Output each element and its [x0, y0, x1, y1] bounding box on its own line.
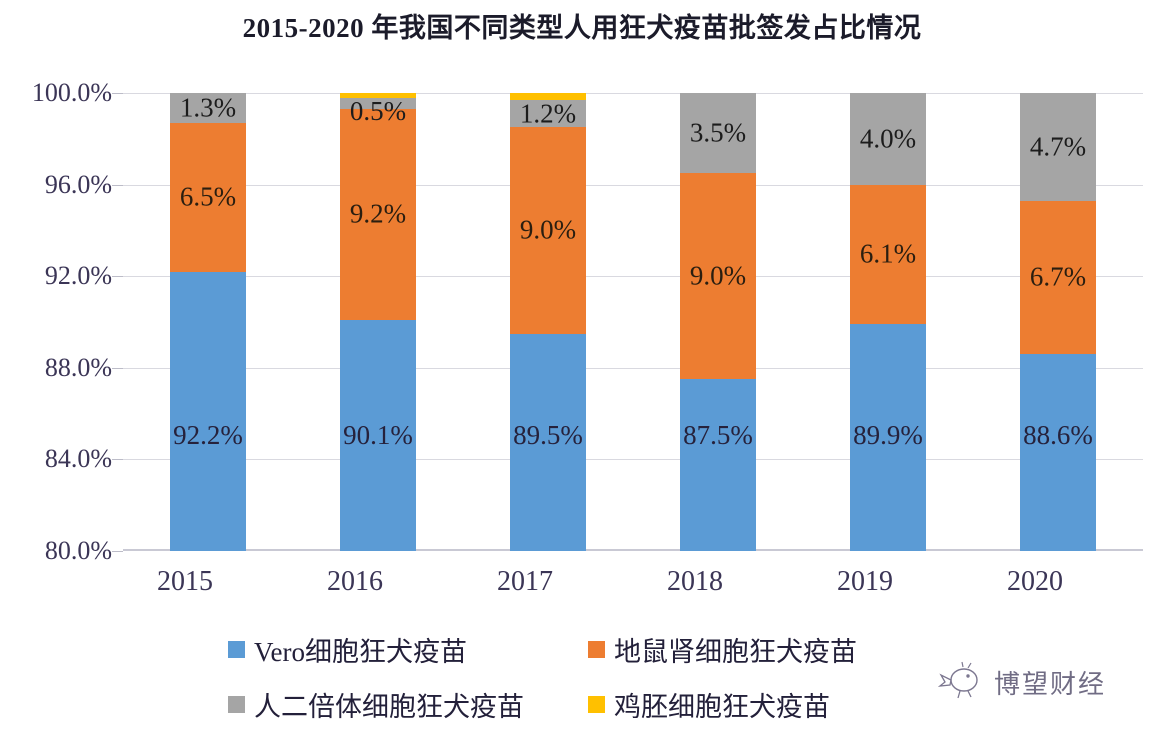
bar-label-hdc-2017: 1.2%: [519, 98, 577, 129]
bar-segment-chick-2017[interactable]: [510, 93, 586, 100]
x-axis-label-2015: 2015: [157, 566, 213, 597]
bar-label-hamster-2018: 9.0%: [689, 260, 747, 291]
legend-item-hamster[interactable]: 地鼠肾细胞狂犬疫苗: [588, 630, 928, 669]
y-tickmark: [112, 459, 123, 461]
y-tickmark: [112, 93, 123, 94]
bar-label-hamster-2017: 9.0%: [519, 214, 577, 245]
bar-label-hdc-2019: 4.0%: [859, 123, 917, 154]
bar-label-hamster-2016: 9.2%: [349, 198, 407, 229]
bar-label-vero-2015: 92.2%: [173, 420, 243, 450]
bar-label-hdc-2020: 4.7%: [1029, 131, 1087, 162]
bar-segment-hamster-2015[interactable]: 6.5%: [170, 122, 246, 272]
bar-segment-hdc-2018[interactable]: 3.5%: [680, 93, 756, 174]
legend-item-hdc[interactable]: 人二倍体细胞狂犬疫苗: [228, 685, 588, 724]
legend-swatch-icon-chick: [588, 696, 605, 713]
y-tickmark: [112, 184, 123, 186]
bar-label-vero-2017: 89.5%: [513, 420, 583, 450]
legend-label-hdc: 人二倍体细胞狂犬疫苗: [254, 692, 524, 722]
bar-label-hamster-2019: 6.1%: [859, 238, 917, 269]
y-tickmark: [112, 551, 123, 552]
y-tickmark: [112, 276, 123, 278]
x-axis-label-2019: 2019: [837, 566, 893, 597]
gridline: [123, 184, 1143, 186]
bar-label-vero-2020: 88.6%: [1023, 420, 1093, 450]
y-axis-label: 96.0%: [44, 169, 112, 199]
bar-group-2019[interactable]: 89.9% 6.1% 4.0%: [850, 93, 926, 551]
y-axis-label: 88.0%: [44, 352, 112, 382]
bar-group-2017[interactable]: 89.5% 9.0% 1.2%: [510, 93, 586, 551]
x-axis-label-2018: 2018: [667, 566, 723, 597]
y-axis-label: 84.0%: [44, 444, 112, 474]
bar-segment-vero-2019[interactable]: 89.9%: [850, 324, 926, 551]
bar-label-vero-2019: 89.9%: [853, 420, 923, 450]
bar-segment-hdc-2020[interactable]: 4.7%: [1020, 93, 1096, 201]
gridline: [123, 276, 1143, 278]
legend-label-vero: Vero细胞狂犬疫苗: [254, 637, 467, 667]
bar-segment-vero-2016[interactable]: 90.1%: [340, 319, 416, 551]
bird-logo-icon: [937, 660, 984, 705]
y-axis-label: 100.0%: [31, 78, 112, 107]
legend-swatch-icon-hamster: [588, 641, 605, 658]
watermark: 博望财经: [937, 660, 1107, 705]
gridline: [123, 367, 1143, 369]
legend-label-chick: 鸡胚细胞狂犬疫苗: [614, 692, 830, 722]
bar-segment-hamster-2017[interactable]: 9.0%: [510, 127, 586, 334]
bar-segment-hamster-2018[interactable]: 9.0%: [680, 173, 756, 380]
bar-segment-hdc-2019[interactable]: 4.0%: [850, 93, 926, 185]
y-axis-label: 80.0%: [44, 536, 112, 565]
bar-segment-hamster-2016[interactable]: 9.2%: [340, 109, 416, 320]
x-axis-label-2017: 2017: [497, 566, 553, 597]
bar-group-2018[interactable]: 87.5% 9.0% 3.5%: [680, 93, 756, 551]
x-axis-label-2016: 2016: [327, 566, 383, 597]
chart-legend: Vero细胞狂犬疫苗 地鼠肾细胞狂犬疫苗 人二倍体细胞狂犬疫苗 鸡胚细胞狂犬疫苗: [228, 630, 928, 724]
bar-segment-vero-2015[interactable]: 92.2%: [170, 271, 246, 551]
gridline: [123, 93, 1143, 94]
bar-label-hamster-2020: 6.7%: [1029, 261, 1087, 292]
bar-label-vero-2016: 90.1%: [343, 420, 413, 450]
bar-segment-hamster-2020[interactable]: 6.7%: [1020, 200, 1096, 355]
y-axis-label: 92.0%: [44, 261, 112, 291]
legend-item-chick[interactable]: 鸡胚细胞狂犬疫苗: [588, 685, 928, 724]
bar-group-2016[interactable]: 90.1% 9.2% 0.5%: [340, 92, 416, 551]
legend-swatch-icon-hdc: [228, 696, 245, 713]
legend-label-hamster: 地鼠肾细胞狂犬疫苗: [614, 637, 857, 667]
bar-segment-vero-2020[interactable]: 88.6%: [1020, 354, 1096, 551]
legend-item-vero[interactable]: Vero细胞狂犬疫苗: [228, 630, 588, 669]
bar-segment-vero-2018[interactable]: 87.5%: [680, 379, 756, 551]
x-axis-baseline: [123, 549, 1143, 551]
legend-swatch-icon-vero: [228, 641, 245, 658]
bar-label-hdc-2015: 1.3%: [179, 92, 237, 123]
bar-segment-hdc-2017[interactable]: 1.2%: [510, 98, 586, 129]
plot-area: 92.2% 6.5% 1.3% 90.1% 9.2% 0.5%: [123, 92, 1143, 551]
watermark-text: 博望财经: [994, 669, 1107, 699]
bar-label-hamster-2015: 6.5%: [179, 181, 237, 212]
bar-segment-vero-2017[interactable]: 89.5%: [510, 333, 586, 551]
bar-segment-hdc-2016[interactable]: 0.5%: [340, 96, 416, 126]
bar-group-2015[interactable]: 92.2% 6.5% 1.3%: [170, 92, 246, 551]
bar-segment-chick-2016[interactable]: [340, 92, 416, 98]
y-tickmark: [112, 367, 123, 369]
chart-title: 2015-2020 年我国不同类型人用狂犬疫苗批签发占比情况: [242, 13, 922, 43]
gridline: [123, 459, 1143, 461]
x-axis-label-2020: 2020: [1007, 566, 1063, 597]
bar-label-hdc-2018: 3.5%: [689, 117, 747, 148]
bar-group-2020[interactable]: 88.6% 6.7% 4.7%: [1020, 93, 1096, 551]
bar-segment-hdc-2015[interactable]: 1.3%: [170, 92, 246, 123]
bar-segment-hamster-2019[interactable]: 6.1%: [850, 184, 926, 325]
bar-label-vero-2018: 87.5%: [683, 420, 753, 450]
